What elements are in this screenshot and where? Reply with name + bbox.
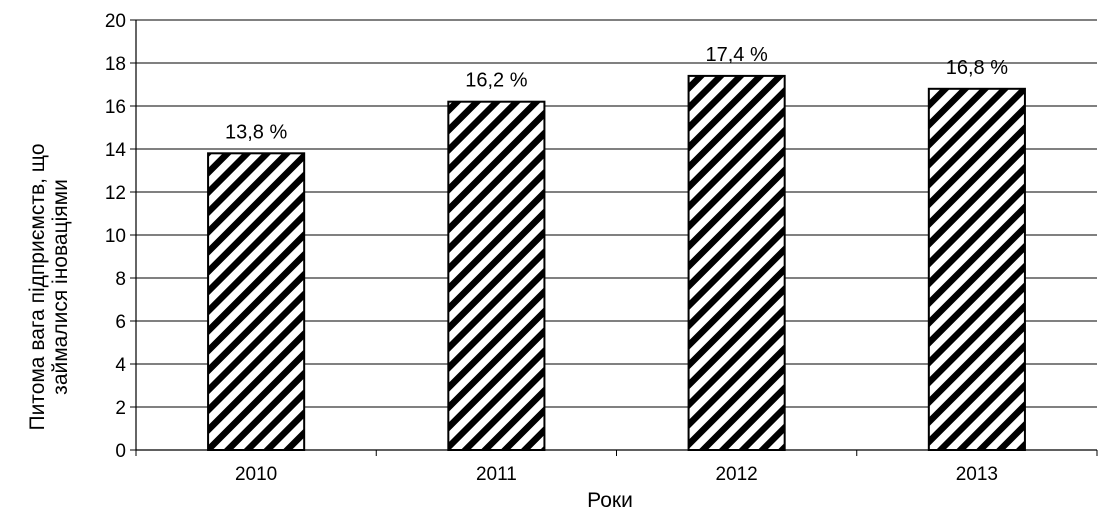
data-labels: 13,8 % 16,2 % 17,4 % 16,8 % [225,44,1008,143]
data-label-2012: 17,4 % [705,44,767,66]
tick-labels: 0 2 4 6 8 10 12 14 16 18 20 2010 2011 2012 2013 [105,11,1098,485]
y-tick-label: 10 [105,226,126,247]
y-axis-title-line-2: займалися іноваціями [49,179,72,395]
y-tick-label: 20 [105,11,126,32]
y-tick-label: 12 [105,183,126,204]
x-tick-label: 2012 [715,464,757,485]
x-axis-title: Роки [587,489,633,512]
x-tick-label: 2011 [476,464,517,485]
bar-2010 [207,152,306,452]
bar-2013 [927,87,1026,452]
data-label-2013: 16,8 % [946,57,1008,79]
y-axis-title: Питома вага підприємств, що займалися ін… [26,143,72,430]
y-axis-title-line-1: Питома вага підприємств, що [26,143,49,430]
x-tick-label: 2013 [956,464,998,485]
bar-2012 [687,74,786,452]
data-label-2010: 13,8 % [225,121,287,143]
y-tick-label: 2 [115,398,126,419]
data-label-2011: 16,2 % [465,70,527,92]
y-tick-label: 4 [115,355,126,376]
y-tick-label: 8 [115,269,126,290]
bar-2011 [447,100,546,451]
y-tick-label: 16 [105,97,126,118]
x-tick-label: 2010 [235,464,277,485]
y-tick-label: 6 [115,312,126,333]
y-tick-label: 18 [105,54,126,75]
bars [207,74,1026,452]
y-tick-label: 0 [115,441,126,462]
y-tick-label: 14 [105,140,127,161]
